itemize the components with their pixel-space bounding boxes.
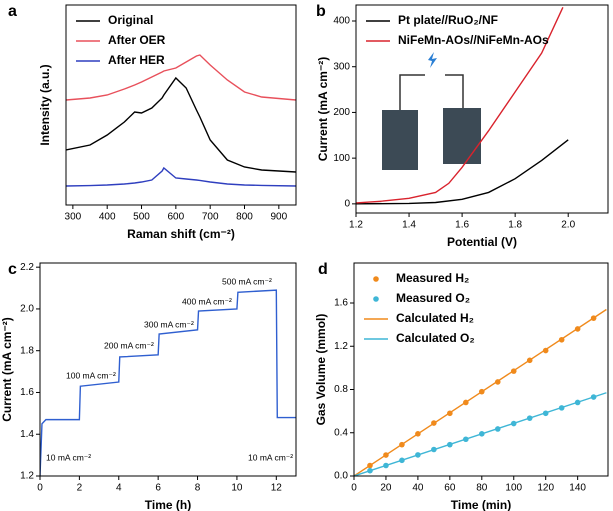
- y-axis-title: Intensity (a.u.): [38, 64, 52, 145]
- y-tick-label: 100: [333, 153, 350, 164]
- legend-marker: [373, 296, 379, 302]
- y-axis-title: Gas Volume (mmol): [314, 314, 328, 426]
- x-axis-title: Potential (V): [447, 235, 517, 249]
- y-tick-label: 1.6: [20, 387, 34, 398]
- panel-label: d: [318, 261, 328, 278]
- legend-label: After OER: [108, 33, 166, 47]
- legend-label: NiFeMn-AOs//NiFeMn-AOs: [398, 33, 549, 47]
- x-tick-label: 10: [231, 483, 243, 494]
- x-tick-label: 80: [476, 483, 488, 494]
- legend-label: Original: [108, 13, 153, 27]
- annotation: 10 mA cm⁻²: [248, 452, 293, 462]
- y-tick-label: 2.0: [20, 304, 34, 315]
- x-tick-label: 400: [99, 212, 116, 223]
- x-tick-label: 2: [77, 483, 83, 494]
- x-tick-label: 1.6: [455, 220, 469, 231]
- plot-frame: [39, 262, 297, 477]
- x-tick-label: 100: [505, 483, 522, 494]
- data-line: [66, 76, 296, 173]
- x-axis-title: Time (h): [145, 498, 191, 511]
- y-tick-label: 0.4: [334, 427, 348, 438]
- legend-marker: [373, 276, 379, 282]
- legend-label: Measured H₂: [396, 271, 469, 285]
- y-tick-label: 200: [333, 107, 350, 118]
- x-tick-label: 800: [236, 212, 253, 223]
- x-tick-label: 300: [65, 212, 82, 223]
- y-tick-label: 1.4: [20, 429, 34, 440]
- x-axis-title: Time (min): [451, 498, 511, 511]
- x-tick-label: 1.4: [402, 220, 416, 231]
- y-tick-label: 2.2: [20, 262, 34, 273]
- data-line: [66, 166, 296, 187]
- x-tick-label: 12: [271, 483, 283, 494]
- x-tick-label: 140: [569, 483, 586, 494]
- legend-label: Calculated H₂: [396, 311, 474, 325]
- legend-label: Measured O₂: [396, 291, 470, 305]
- x-axis-title: Raman shift (cm⁻²): [127, 227, 235, 241]
- plot-frame: [353, 262, 609, 477]
- annotation: 100 mA cm⁻²: [66, 370, 116, 380]
- legend-label: After HER: [108, 53, 165, 67]
- y-tick-label: 1.6: [334, 298, 348, 309]
- legend-label: Calculated O₂: [396, 331, 475, 345]
- plot-frame: [65, 4, 297, 206]
- panel-label: a: [8, 3, 17, 20]
- data-line: [356, 6, 564, 204]
- annotation: 500 mA cm⁻²: [222, 276, 272, 286]
- data-line: [356, 139, 569, 205]
- x-tick-label: 8: [195, 483, 201, 494]
- x-tick-label: 2.0: [561, 220, 575, 231]
- legend-label: Pt plate//RuO₂/NF: [398, 13, 498, 27]
- data-line: [354, 308, 607, 476]
- panel-label: b: [316, 3, 326, 20]
- x-tick-label: 600: [168, 212, 185, 223]
- x-tick-label: 500: [133, 212, 150, 223]
- annotation: 10 mA cm⁻²: [46, 452, 91, 462]
- y-tick-label: 0.0: [334, 471, 348, 482]
- y-tick-label: 0.8: [334, 384, 348, 395]
- x-tick-label: 700: [202, 212, 219, 223]
- x-tick-label: 60: [444, 483, 456, 494]
- x-tick-label: 6: [155, 483, 161, 494]
- y-tick-label: 1.2: [20, 471, 34, 482]
- bolt: [428, 52, 437, 68]
- y-axis-title: Current (mA cm⁻²): [0, 317, 14, 422]
- x-tick-label: 0: [351, 483, 357, 494]
- data-line: [354, 392, 607, 476]
- plot-frame: [355, 4, 609, 214]
- annotation: 200 mA cm⁻²: [104, 340, 154, 350]
- panel-label: c: [8, 261, 17, 278]
- y-tick-label: 300: [333, 61, 350, 72]
- data-line: [40, 289, 296, 476]
- x-tick-label: 900: [270, 212, 287, 223]
- x-tick-label: 1.2: [349, 220, 363, 231]
- data-line: [66, 54, 296, 101]
- annotation: 300 mA cm⁻²: [144, 319, 194, 329]
- x-tick-label: 40: [412, 483, 424, 494]
- x-tick-label: 1.8: [508, 220, 522, 231]
- x-tick-label: 0: [37, 483, 43, 494]
- y-tick-label: 1.2: [334, 341, 348, 352]
- x-tick-label: 120: [537, 483, 554, 494]
- electrode: [382, 110, 418, 170]
- wire: [399, 74, 464, 110]
- y-tick-label: 0: [344, 198, 350, 209]
- x-tick-label: 4: [116, 483, 122, 494]
- y-axis-title: Current (mA cm⁻²): [316, 57, 330, 162]
- y-tick-label: 400: [333, 16, 350, 27]
- x-tick-label: 20: [380, 483, 392, 494]
- annotation: 400 mA cm⁻²: [182, 296, 232, 306]
- y-tick-label: 1.8: [20, 345, 34, 356]
- electrode: [443, 108, 481, 164]
